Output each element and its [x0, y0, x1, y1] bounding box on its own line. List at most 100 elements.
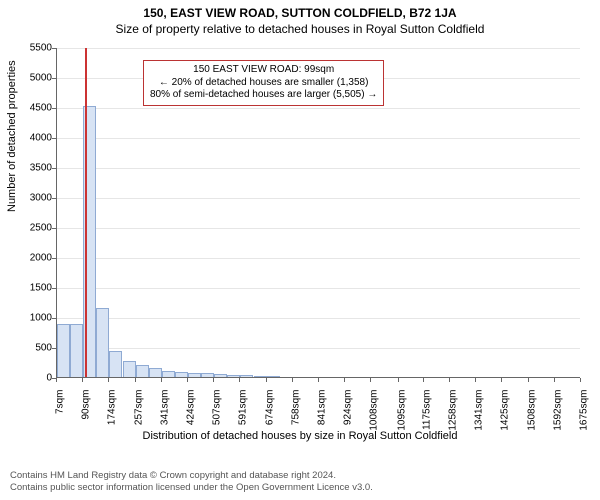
y-tick-label: 3500 — [8, 163, 52, 174]
y-tick-label: 1500 — [8, 283, 52, 294]
x-tick-mark — [56, 378, 57, 382]
histogram-bar — [254, 376, 267, 377]
y-tick-label: 5500 — [8, 43, 52, 54]
x-tick-label: 90sqm — [81, 390, 92, 438]
chart-container: Number of detached properties 150 EAST V… — [0, 42, 600, 442]
histogram-bar — [214, 374, 227, 377]
x-tick-mark — [239, 378, 240, 382]
y-tick-mark — [52, 168, 56, 169]
x-tick-label: 507sqm — [212, 390, 223, 438]
x-tick-mark — [108, 378, 109, 382]
gridline — [57, 48, 580, 49]
page-title-subtitle: Size of property relative to detached ho… — [0, 20, 600, 36]
y-tick-mark — [52, 348, 56, 349]
attribution-text: Contains HM Land Registry data © Crown c… — [10, 470, 373, 494]
y-tick-mark — [52, 228, 56, 229]
x-tick-label: 1508sqm — [526, 390, 537, 438]
x-tick-label: 1675sqm — [579, 390, 590, 438]
x-tick-label: 758sqm — [290, 390, 301, 438]
x-tick-label: 924sqm — [343, 390, 354, 438]
histogram-bar — [96, 308, 109, 377]
plot-area: 150 EAST VIEW ROAD: 99sqm ← 20% of detac… — [56, 48, 580, 378]
y-tick-mark — [52, 78, 56, 79]
x-tick-label: 1425sqm — [500, 390, 511, 438]
x-tick-mark — [82, 378, 83, 382]
gridline — [57, 258, 580, 259]
gridline — [57, 198, 580, 199]
x-tick-label: 174sqm — [107, 390, 118, 438]
x-tick-mark — [135, 378, 136, 382]
histogram-bar — [201, 373, 214, 377]
x-tick-mark — [528, 378, 529, 382]
page-title-address: 150, EAST VIEW ROAD, SUTTON COLDFIELD, B… — [0, 0, 600, 20]
attribution-line-2: Contains public sector information licen… — [10, 482, 373, 494]
annotation-line-3: 80% of semi-detached houses are larger (… — [150, 89, 377, 102]
x-tick-mark — [213, 378, 214, 382]
x-tick-label: 1175sqm — [421, 390, 432, 438]
x-tick-label: 591sqm — [238, 390, 249, 438]
y-tick-label: 3000 — [8, 193, 52, 204]
x-tick-mark — [501, 378, 502, 382]
y-tick-mark — [52, 48, 56, 49]
histogram-bar — [149, 368, 162, 377]
x-tick-mark — [475, 378, 476, 382]
x-tick-mark — [344, 378, 345, 382]
x-tick-mark — [161, 378, 162, 382]
y-tick-mark — [52, 288, 56, 289]
x-tick-mark — [370, 378, 371, 382]
x-tick-mark — [187, 378, 188, 382]
x-tick-label: 1095sqm — [396, 390, 407, 438]
y-tick-label: 4000 — [8, 133, 52, 144]
histogram-bar — [136, 365, 149, 377]
y-tick-label: 4500 — [8, 103, 52, 114]
gridline — [57, 138, 580, 139]
histogram-bar — [175, 372, 188, 377]
x-tick-label: 424sqm — [186, 390, 197, 438]
y-tick-label: 2000 — [8, 253, 52, 264]
x-tick-label: 674sqm — [264, 390, 275, 438]
x-tick-label: 841sqm — [317, 390, 328, 438]
histogram-bar — [70, 324, 83, 377]
x-tick-label: 257sqm — [133, 390, 144, 438]
x-tick-mark — [423, 378, 424, 382]
x-tick-mark — [266, 378, 267, 382]
x-tick-mark — [449, 378, 450, 382]
annotation-box: 150 EAST VIEW ROAD: 99sqm ← 20% of detac… — [143, 60, 384, 106]
histogram-bar — [267, 376, 280, 377]
y-tick-mark — [52, 108, 56, 109]
x-tick-label: 341sqm — [159, 390, 170, 438]
y-tick-label: 5000 — [8, 73, 52, 84]
y-tick-mark — [52, 138, 56, 139]
x-tick-mark — [580, 378, 581, 382]
y-tick-label: 1000 — [8, 313, 52, 324]
y-tick-mark — [52, 318, 56, 319]
x-tick-mark — [318, 378, 319, 382]
histogram-bar — [227, 375, 240, 377]
histogram-bar — [240, 375, 253, 377]
reference-line — [85, 48, 87, 377]
y-tick-label: 0 — [8, 373, 52, 384]
gridline — [57, 108, 580, 109]
x-tick-label: 1592sqm — [552, 390, 563, 438]
gridline — [57, 168, 580, 169]
gridline — [57, 348, 580, 349]
x-tick-mark — [292, 378, 293, 382]
gridline — [57, 288, 580, 289]
histogram-bar — [57, 324, 70, 377]
histogram-bar — [123, 361, 136, 377]
x-tick-label: 1008sqm — [369, 390, 380, 438]
y-tick-label: 2500 — [8, 223, 52, 234]
gridline — [57, 228, 580, 229]
attribution-line-1: Contains HM Land Registry data © Crown c… — [10, 470, 373, 482]
x-tick-label: 7sqm — [55, 390, 66, 438]
annotation-line-1: 150 EAST VIEW ROAD: 99sqm — [150, 64, 377, 77]
y-tick-mark — [52, 258, 56, 259]
y-tick-label: 500 — [8, 343, 52, 354]
x-tick-label: 1258sqm — [448, 390, 459, 438]
histogram-bar — [188, 373, 201, 377]
x-tick-label: 1341sqm — [474, 390, 485, 438]
x-tick-mark — [398, 378, 399, 382]
y-tick-mark — [52, 198, 56, 199]
histogram-bar — [162, 371, 175, 377]
histogram-bar — [109, 351, 122, 377]
